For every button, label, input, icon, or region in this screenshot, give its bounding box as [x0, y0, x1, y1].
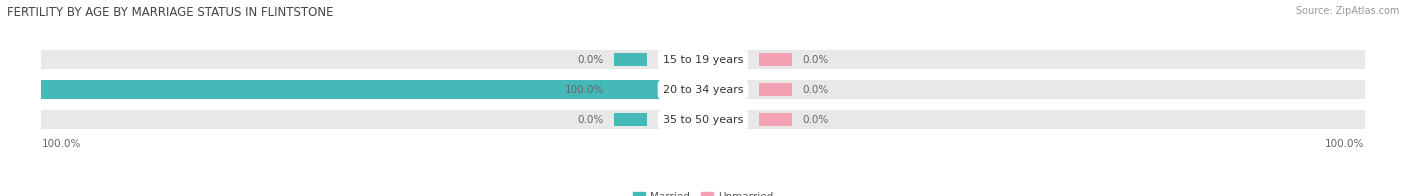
Text: 0.0%: 0.0% [578, 55, 603, 65]
Bar [41, 80, 1365, 99]
Legend: Married, Unmarried: Married, Unmarried [628, 188, 778, 196]
Bar [613, 113, 647, 126]
Bar [41, 80, 703, 99]
Text: 35 to 50 years: 35 to 50 years [662, 114, 744, 124]
Text: 0.0%: 0.0% [578, 114, 603, 124]
Bar [759, 53, 793, 66]
Text: FERTILITY BY AGE BY MARRIAGE STATUS IN FLINTSTONE: FERTILITY BY AGE BY MARRIAGE STATUS IN F… [7, 6, 333, 19]
Text: 100.0%: 100.0% [1326, 139, 1365, 149]
Text: 0.0%: 0.0% [803, 84, 828, 95]
Bar [613, 83, 647, 96]
Text: 100.0%: 100.0% [41, 139, 80, 149]
Text: Source: ZipAtlas.com: Source: ZipAtlas.com [1295, 6, 1399, 16]
Text: 20 to 34 years: 20 to 34 years [662, 84, 744, 95]
Text: 15 to 19 years: 15 to 19 years [662, 55, 744, 65]
Bar [41, 110, 1365, 129]
Text: 0.0%: 0.0% [803, 55, 828, 65]
Bar [759, 113, 793, 126]
Text: 0.0%: 0.0% [803, 114, 828, 124]
Text: 100.0%: 100.0% [564, 84, 603, 95]
Bar [613, 53, 647, 66]
Bar [759, 83, 793, 96]
Bar [41, 50, 1365, 69]
